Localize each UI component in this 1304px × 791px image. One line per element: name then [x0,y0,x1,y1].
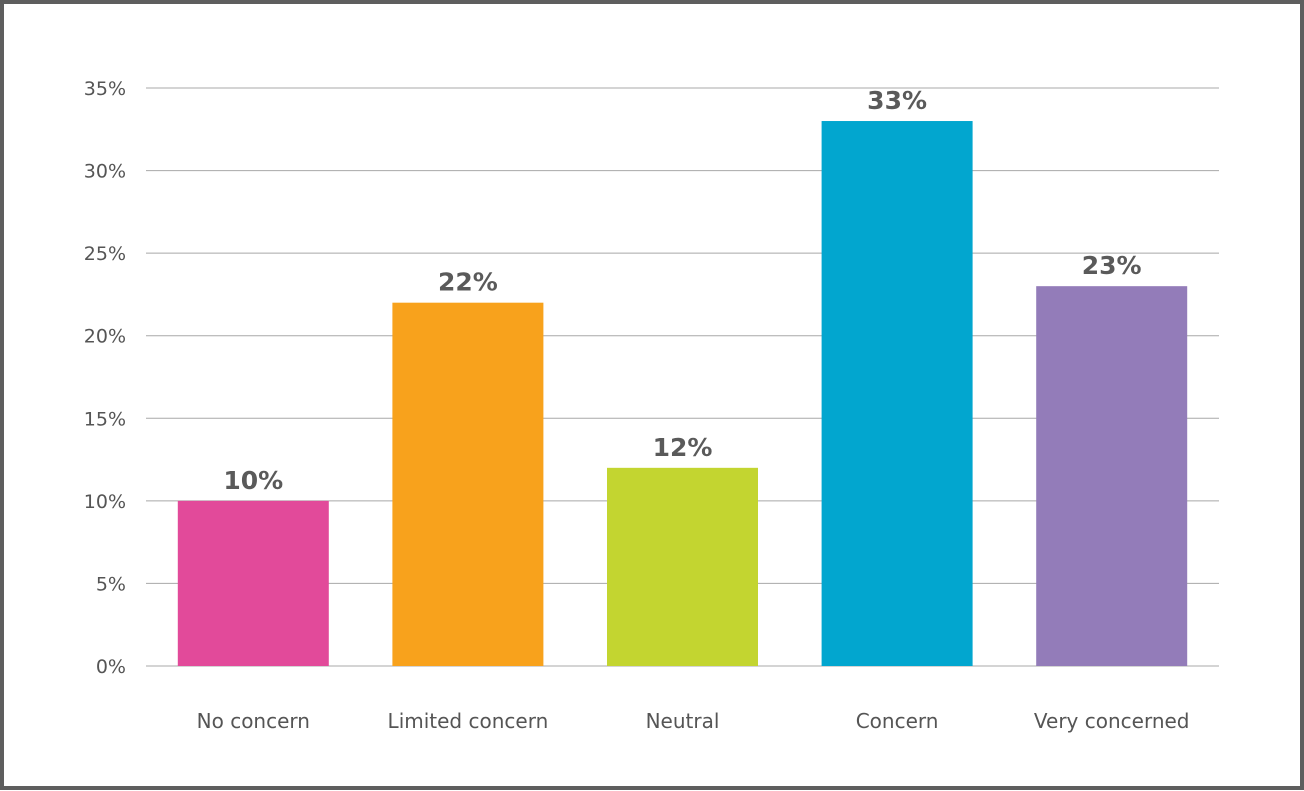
bar-chart: 0% 5% 10% 15% 20% 25% 30% 35% 10% 22% 12% 33% 23% N… [84,78,1219,733]
data-labels: 10% 22% 12% 33% 23% [223,86,1141,495]
y-tick-label: 0% [96,656,126,678]
y-axis-tick-labels: 0% 5% 10% 15% 20% 25% 30% 35% [84,78,126,678]
bar [177,500,329,666]
data-label: 33% [867,86,927,115]
data-label: 23% [1082,251,1142,280]
category-label: Concern [856,709,939,733]
bar [821,121,973,667]
data-label: 22% [438,268,498,297]
y-tick-label: 30% [84,161,126,183]
category-label: No concern [197,709,310,733]
bar [1036,286,1188,666]
y-tick-label: 10% [84,491,126,513]
bar [392,302,544,666]
category-label: Limited concern [388,709,549,733]
category-label: Neutral [646,709,720,733]
y-tick-label: 35% [84,78,126,100]
data-label: 12% [653,433,713,462]
y-tick-label: 25% [84,243,126,265]
y-tick-label: 20% [84,326,126,348]
data-label: 10% [223,466,283,495]
category-label: Very concerned [1034,709,1190,733]
y-tick-label: 15% [84,408,126,430]
bars [177,121,1188,667]
bar [607,467,758,666]
x-axis-category-labels: No concern Limited concern Neutral Concern V… [197,709,1190,733]
y-tick-label: 5% [96,573,126,595]
